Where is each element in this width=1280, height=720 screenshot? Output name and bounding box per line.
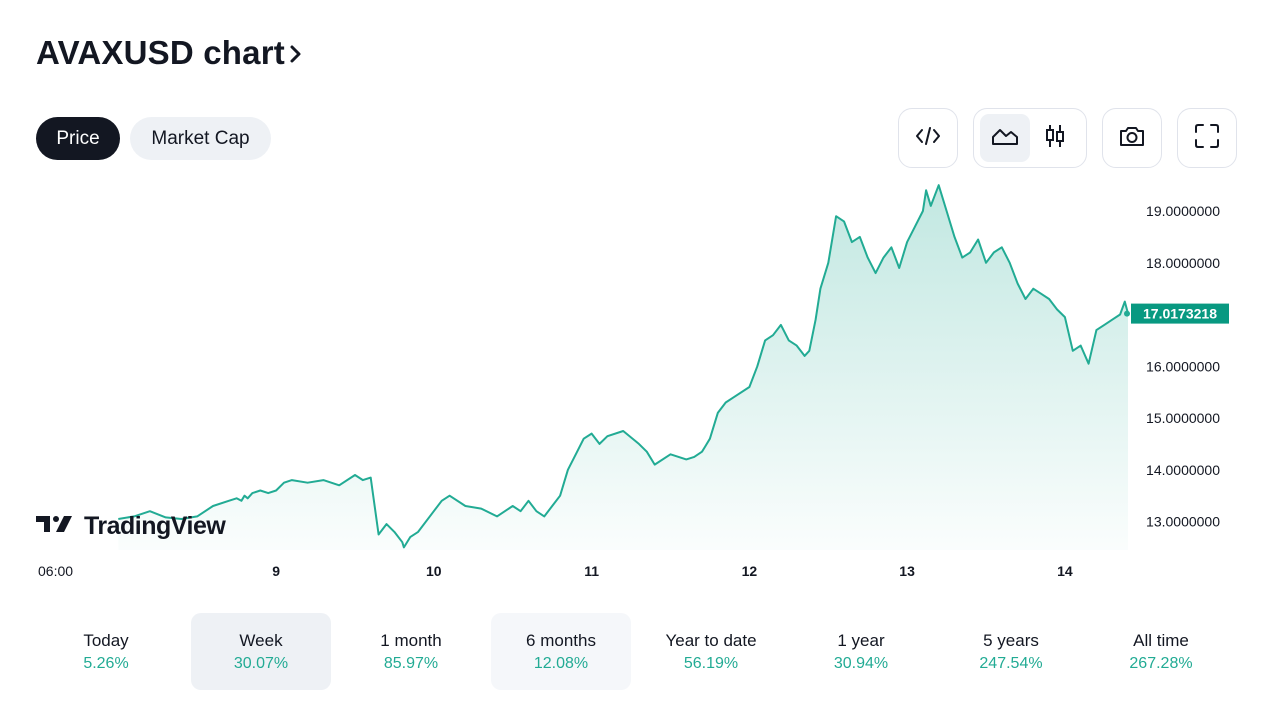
candlestick-icon <box>1044 123 1066 154</box>
code-icon <box>915 125 941 152</box>
period-change: 30.94% <box>833 654 889 672</box>
x-tick-label: 14 <box>1057 563 1073 579</box>
tab-market-cap-label: Market Cap <box>151 127 250 149</box>
snapshot-button[interactable] <box>1102 108 1162 168</box>
x-tick-label: 13 <box>899 563 915 579</box>
period-label: Year to date <box>665 630 757 650</box>
tab-price[interactable]: Price <box>36 117 120 160</box>
area-chart-icon <box>991 125 1019 152</box>
period-week[interactable]: Week 30.07% <box>191 613 331 690</box>
y-tick-label: 14.0000000 <box>1146 462 1220 478</box>
period-today[interactable]: Today 5.26% <box>36 613 176 690</box>
chevron-right-icon <box>289 43 303 70</box>
price-chart[interactable]: 19.000000018.000000017.000000016.0000000… <box>0 180 1280 590</box>
period-1-year[interactable]: 1 year 30.94% <box>791 613 931 690</box>
period-change: 267.28% <box>1129 654 1193 672</box>
x-tick-label: 06:00 <box>38 563 73 579</box>
chart-title-link[interactable]: AVAXUSD chart <box>36 34 303 72</box>
period-label: 6 months <box>526 630 596 650</box>
tradingview-logo-icon <box>36 514 78 539</box>
period-change: 30.07% <box>233 654 289 672</box>
y-tick-label: 16.0000000 <box>1146 358 1220 374</box>
x-tick-label: 10 <box>426 563 442 579</box>
tradingview-logo: TradingView <box>36 512 226 541</box>
candlestick-chart-button[interactable] <box>1030 114 1080 162</box>
y-tick-label: 18.0000000 <box>1146 255 1220 271</box>
period-6-months[interactable]: 6 months 12.08% <box>491 613 631 690</box>
area-chart-button[interactable] <box>980 114 1030 162</box>
price-line <box>118 184 1129 549</box>
tab-market-cap[interactable]: Market Cap <box>130 117 271 160</box>
last-price-marker <box>1124 310 1130 317</box>
page-title: AVAXUSD chart <box>36 34 285 71</box>
y-tick-label: 13.0000000 <box>1146 514 1220 530</box>
chart-type-group <box>973 108 1087 168</box>
period-label: 5 years <box>983 630 1039 650</box>
x-tick-label: 12 <box>742 563 758 579</box>
period-change: 85.97% <box>383 654 439 672</box>
period-change: 12.08% <box>533 654 589 672</box>
period-selector: Today 5.26% Week 30.07% 1 month 85.97% 6… <box>36 613 1236 690</box>
last-price-badge <box>1131 303 1229 324</box>
y-tick-label: 19.0000000 <box>1146 203 1220 219</box>
period-change: 56.19% <box>683 654 739 672</box>
last-price-label: 17.0173218 <box>1143 306 1217 322</box>
period-1-month[interactable]: 1 month 85.97% <box>341 613 481 690</box>
period-label: All time <box>1133 630 1189 650</box>
period-change: 247.54% <box>979 654 1043 672</box>
period-label: 1 month <box>380 630 442 650</box>
fullscreen-button[interactable] <box>1177 108 1237 168</box>
period-all-time[interactable]: All time 267.28% <box>1091 613 1231 690</box>
price-area-fill <box>118 185 1129 550</box>
period-5-years[interactable]: 5 years 247.54% <box>941 613 1081 690</box>
period-label: Week <box>239 630 283 650</box>
fullscreen-icon <box>1194 123 1220 154</box>
period-label: 1 year <box>837 630 885 650</box>
tab-price-label: Price <box>56 127 100 149</box>
x-tick-label: 11 <box>584 563 599 579</box>
embed-button[interactable] <box>898 108 958 168</box>
period-year-to-date[interactable]: Year to date 56.19% <box>641 613 781 690</box>
camera-icon <box>1118 124 1146 153</box>
y-tick-label: 15.0000000 <box>1146 410 1220 426</box>
tradingview-wordmark: TradingView <box>84 512 226 540</box>
x-tick-label: 9 <box>272 563 280 579</box>
period-change: 5.26% <box>83 654 129 672</box>
period-label: Today <box>83 630 129 650</box>
